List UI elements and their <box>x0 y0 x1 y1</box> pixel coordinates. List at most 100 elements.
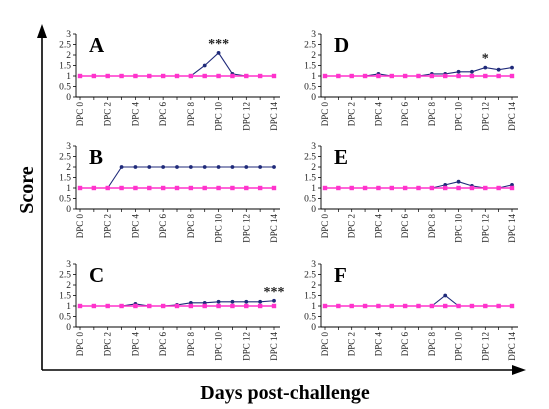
y-tick-label: 2 <box>66 163 71 173</box>
series-2-point <box>336 185 341 191</box>
panel-label: D <box>334 33 349 57</box>
x-tick-label: DPC 8 <box>186 214 196 239</box>
series-2-point <box>216 73 221 79</box>
series-2-point <box>230 73 235 79</box>
series-2-point <box>376 185 381 191</box>
series-2-point <box>389 185 394 191</box>
series-2-point <box>362 303 368 309</box>
y-tick-label: 0 <box>66 93 71 103</box>
series-1-point <box>258 299 263 304</box>
x-tick-label: DPC 0 <box>320 332 330 357</box>
series-2-point <box>469 185 475 191</box>
x-tick-label: DPC 8 <box>186 102 196 127</box>
series-1-point <box>188 165 193 169</box>
series-2-point <box>174 73 180 79</box>
series-2-point <box>376 303 381 309</box>
panel-label: A <box>89 33 105 57</box>
panel-label: B <box>89 145 103 169</box>
x-tick-label: DPC 2 <box>347 214 357 238</box>
series-2-point <box>257 185 263 191</box>
y-tick-label: 2.5 <box>304 41 316 51</box>
x-tick-label: DPC 2 <box>347 102 357 126</box>
x-axis-label: Days post-challenge <box>200 382 370 404</box>
series-2-point <box>322 303 328 309</box>
series-2-point <box>509 185 515 191</box>
x-tick-label: DPC 4 <box>130 102 140 127</box>
panel-f: 00.511.522.53 DPC 0 DPC 2 DPC 4 DPC 6 DPC 8 DP… <box>304 260 518 361</box>
series-2-point <box>469 73 475 79</box>
series-2-point <box>271 73 277 79</box>
x-tick-label: DPC 2 <box>103 332 113 356</box>
series-2-point <box>147 73 152 79</box>
series-2-point <box>349 73 354 79</box>
series-1-point <box>216 165 221 169</box>
series-2-point <box>443 303 448 309</box>
series-2-point <box>244 73 249 79</box>
series-1-point <box>244 299 249 304</box>
series-2-point <box>456 303 461 309</box>
outer-y-axis-arrow <box>37 24 47 38</box>
series-2-point <box>429 185 435 191</box>
series-2-point <box>174 185 180 191</box>
y-tick-label: 3 <box>66 142 71 152</box>
y-tick-label: 3 <box>311 30 316 40</box>
y-tick-label: 1 <box>311 302 316 312</box>
series-2-point <box>230 303 235 309</box>
series-2-point <box>509 303 515 309</box>
series-2-point <box>322 73 328 79</box>
y-tick-label: 0 <box>66 205 71 215</box>
x-tick-label: DPC 10 <box>454 214 464 243</box>
significance-marker: *** <box>264 285 285 300</box>
series-1-point <box>456 179 461 184</box>
x-tick-label: DPC 4 <box>373 332 383 357</box>
series-2-point <box>202 73 207 79</box>
series-1-point <box>244 165 249 169</box>
series-2-point <box>133 73 138 79</box>
series-2-point <box>105 185 110 191</box>
outer-x-axis-arrow <box>512 365 526 375</box>
series-1-point <box>443 293 448 298</box>
y-tick-label: 1 <box>66 72 71 82</box>
series-2-point <box>105 73 110 79</box>
series-2-point <box>77 185 83 191</box>
panel-d: 00.511.522.53 DPC 0 DPC 2 DPC 4 DPC 6 DPC 8 DP… <box>304 30 518 131</box>
y-tick-label: 0.5 <box>304 195 316 205</box>
series-2-point <box>244 303 249 309</box>
series-1-point <box>175 165 179 169</box>
series-2-point <box>119 185 124 191</box>
series-2-point <box>496 185 501 191</box>
series-2-point <box>257 303 263 309</box>
x-tick-label: DPC 12 <box>241 102 251 131</box>
y-tick-label: 2 <box>311 281 316 291</box>
series-2-point <box>389 303 394 309</box>
y-tick-label: 3 <box>66 260 71 270</box>
panel-c: 00.511.522.53 DPC 0 DPC 2 DPC 4 DPC 6 DPC 8 DP… <box>59 260 284 361</box>
series-2-point <box>160 185 166 191</box>
series-1-point <box>272 165 276 169</box>
series-2-point <box>174 303 180 309</box>
series-2-point <box>91 73 97 79</box>
y-tick-label: 1.5 <box>304 174 316 184</box>
series-1-point <box>272 298 276 303</box>
series-2-point <box>202 303 207 309</box>
series-2-point <box>336 303 341 309</box>
series-2-point <box>509 73 515 79</box>
series-2-point <box>456 73 461 79</box>
x-tick-label: DPC 10 <box>454 332 464 361</box>
x-tick-label: DPC 10 <box>454 102 464 131</box>
series-2-point <box>257 73 263 79</box>
x-tick-label: DPC 2 <box>103 102 113 126</box>
x-tick-label: DPC 4 <box>130 332 140 357</box>
series-1-point <box>230 299 235 304</box>
series-2-point <box>483 73 488 79</box>
x-tick-label: DPC 14 <box>269 214 279 243</box>
y-tick-label: 0.5 <box>59 83 71 93</box>
series-1-point <box>456 69 461 74</box>
series-2-point <box>188 73 194 79</box>
x-tick-label: DPC 12 <box>480 332 490 361</box>
y-tick-label: 3 <box>311 260 316 270</box>
series-2-point <box>160 73 166 79</box>
y-tick-label: 2.5 <box>59 271 71 281</box>
x-tick-label: DPC 4 <box>373 214 383 239</box>
